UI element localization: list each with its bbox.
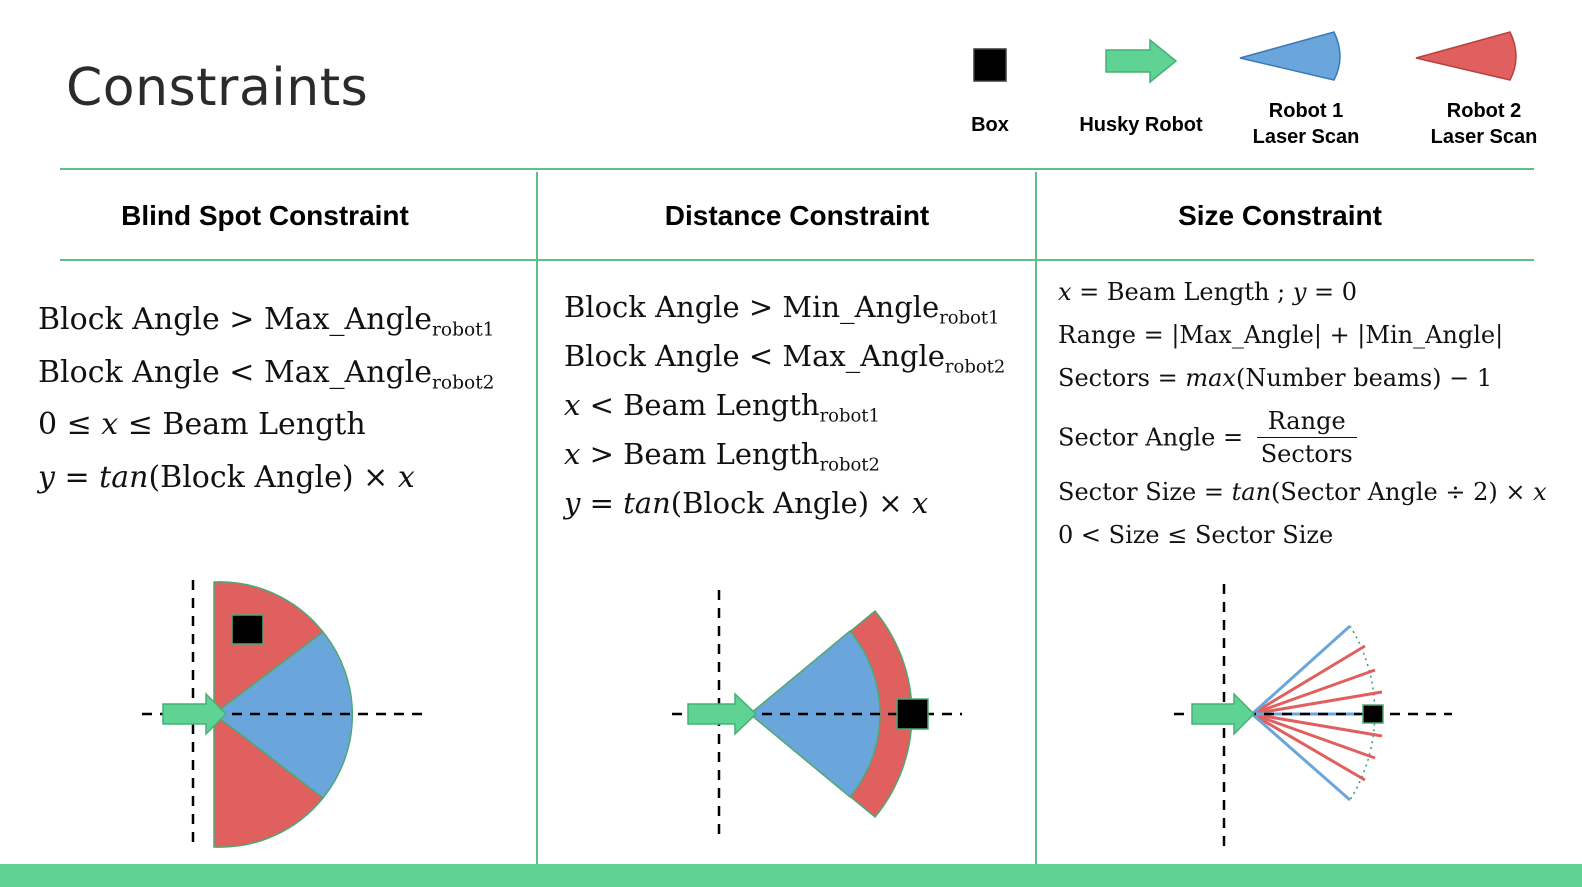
distance-eq-5: y = tan(Block Angle) × x [564,486,928,520]
legend-husky-label: Husky Robot [1079,114,1203,136]
blind-eq-4-x: x [397,460,415,495]
husky-robot-legend-icon [1105,38,1178,84]
blind-eq-1: Block Angle > Max_Anglerobot1 [38,302,495,341]
column-divider-2 [1035,172,1037,864]
blind-eq-2: Block Angle < Max_Anglerobot2 [38,355,495,394]
legend-robot1-line1: Robot 1 [1268,100,1344,122]
size-eq-4-fraction: Range Sectors [1256,405,1357,470]
distance-eq-5-x: x [911,486,929,520]
blind-eq-4-tan: tan [99,460,149,495]
distance-husky-robot [687,692,758,736]
size-eq-5: Sector Size = tan(Sector Angle ÷ 2) × x [1058,478,1547,506]
size-eq-1-x: x [1058,278,1072,306]
legend-robot1-label: Robot 1 Laser Scan [1240,98,1372,150]
legend-robot2-line2: Laser Scan [1430,126,1538,148]
size-eq-1-y: y [1292,278,1307,306]
distance-eq-2-text: Block Angle < Max_Angle [564,339,945,373]
blind-husky-robot [162,692,228,736]
size-eq-3-max: max [1185,364,1236,392]
distance-eq-4-sub: robot2 [819,454,880,476]
blind-eq-2-text: Block Angle < Max_Angle [38,355,433,390]
distance-eq-5-a: = [580,486,624,520]
size-red-beams [1251,644,1383,782]
distance-eq-2: Block Angle < Max_Anglerobot2 [564,339,1005,377]
blind-eq-4: y = tan(Block Angle) × x [38,460,415,495]
size-eq-4: Sector Angle = Range Sectors [1058,405,1357,470]
distance-eq-2-sub: robot2 [944,356,1006,378]
blind-eq-1-text: Block Angle > Max_Angle [38,302,433,337]
distance-box [896,698,929,730]
size-header: Size Constraint [1178,200,1382,231]
blind-spot-diagram [142,580,422,850]
size-eq-4-a: Sector Angle = [1058,423,1251,452]
table-header-rule [60,259,1534,261]
size-eq-3-a: Sectors = [1058,364,1186,392]
blind-eq-3-a: 0 ≤ [38,407,102,442]
blind-eq-3: 0 ≤ x ≤ Beam Length [38,407,366,442]
blind-eq-4-b: (Block Angle) × [148,460,398,495]
size-eq-6: 0 < Size ≤ Sector Size [1058,521,1333,549]
distance-eq-5-b: (Block Angle) × [670,486,912,520]
distance-eq-4-text: > Beam Length [580,437,820,471]
blind-eq-3-x: x [101,407,119,442]
distance-header: Distance Constraint [664,200,930,231]
robot2-scan-legend-icon [1415,31,1517,81]
distance-eq-3: x < Beam Lengthrobot1 [564,388,880,426]
size-eq-5-b: (Sector Angle ÷ 2) × [1271,478,1534,506]
blind-spot-header: Blind Spot Constraint [121,200,409,231]
blind-bottom-red-sector [213,712,325,848]
blind-eq-4-a: = [54,460,100,495]
blind-eq-3-b: ≤ Beam Length [118,407,366,442]
robot1-scan-legend-icon [1239,31,1341,81]
table-top-rule [60,168,1534,170]
distance-eq-1-sub: robot1 [939,307,1000,329]
legend-box-label: Box [971,114,1009,136]
size-eq-3-b: (Number beams) − 1 [1235,364,1493,392]
size-eq-1-b: = 0 [1306,278,1358,306]
column-divider-1 [536,172,538,864]
distance-eq-3-x: x [564,388,581,422]
size-eq-5-a: Sector Size = [1058,478,1232,506]
blind-eq-1-sub: robot1 [432,319,495,341]
size-eq-5-x: x [1533,478,1547,506]
distance-diagram [672,590,962,840]
size-eq-2-text: Range = |Max_Angle| + |Min_Angle| [1058,321,1504,349]
distance-eq-4-x: x [564,437,581,471]
blind-eq-2-sub: robot2 [432,372,495,394]
size-eq-6-text: 0 < Size ≤ Sector Size [1058,521,1334,549]
size-eq-2: Range = |Max_Angle| + |Min_Angle| [1058,321,1503,349]
blind-box [231,614,264,645]
size-diagram [1174,584,1452,848]
size-husky-robot [1191,692,1256,736]
blind-eq-4-y: y [38,460,55,495]
size-eq-3: Sectors = max(Number beams) − 1 [1058,364,1492,392]
size-eq-1-a: = Beam Length ; [1071,278,1293,306]
bottom-accent-bar [0,864,1582,887]
distance-eq-1-text: Block Angle > Min_Angle [564,290,940,324]
size-eq-4-den: Sectors [1260,440,1353,468]
blind-blue-sector [212,630,354,800]
box-legend-icon [973,48,1007,82]
distance-eq-1: Block Angle > Min_Anglerobot1 [564,290,1000,328]
legend-robot2-line1: Robot 2 [1446,100,1522,122]
distance-eq-5-tan: tan [623,486,671,520]
size-eq-5-tan: tan [1231,478,1272,506]
size-eq-1: x = Beam Length ; y = 0 [1058,278,1357,306]
size-eq-4-num: Range [1256,405,1357,438]
size-box [1362,704,1384,724]
legend-robot1-line2: Laser Scan [1252,126,1360,148]
legend-robot2-label: Robot 2 Laser Scan [1418,98,1550,150]
distance-eq-4: x > Beam Lengthrobot2 [564,437,880,475]
distance-eq-3-sub: robot1 [819,405,880,427]
distance-eq-5-y: y [564,486,581,520]
distance-eq-3-text: < Beam Length [580,388,820,422]
page-title: Constraints [66,58,369,118]
